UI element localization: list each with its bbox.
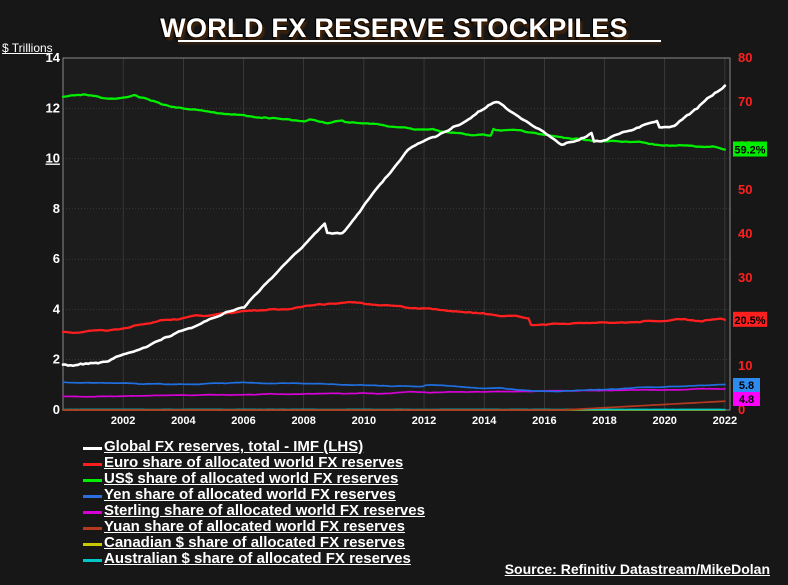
svg-text:0: 0 — [53, 402, 60, 417]
svg-text:2006: 2006 — [231, 415, 255, 427]
svg-text:10: 10 — [738, 358, 752, 373]
svg-text:2: 2 — [53, 352, 60, 367]
svg-text:10: 10 — [46, 151, 60, 166]
svg-text:8: 8 — [53, 201, 60, 216]
svg-text:2008: 2008 — [291, 415, 315, 427]
svg-text:2002: 2002 — [111, 415, 135, 427]
svg-text:2014: 2014 — [472, 415, 497, 427]
svg-text:2022: 2022 — [713, 415, 737, 427]
svg-text:20.5%: 20.5% — [734, 315, 765, 327]
svg-text:4.8: 4.8 — [739, 394, 754, 406]
svg-text:2020: 2020 — [652, 415, 676, 427]
svg-text:6: 6 — [53, 251, 60, 266]
svg-text:2010: 2010 — [352, 415, 376, 427]
svg-text:2016: 2016 — [532, 415, 556, 427]
svg-text:2004: 2004 — [171, 415, 196, 427]
svg-text:4: 4 — [53, 301, 61, 316]
svg-text:2018: 2018 — [592, 415, 616, 427]
svg-text:40: 40 — [738, 226, 752, 241]
svg-text:50: 50 — [738, 182, 752, 197]
svg-text:70: 70 — [738, 94, 752, 109]
svg-text:80: 80 — [738, 50, 752, 65]
svg-text:30: 30 — [738, 270, 752, 285]
svg-text:2012: 2012 — [412, 415, 436, 427]
svg-text:59.2%: 59.2% — [734, 145, 765, 157]
svg-text:5.8: 5.8 — [739, 380, 754, 392]
svg-text:12: 12 — [46, 100, 60, 115]
